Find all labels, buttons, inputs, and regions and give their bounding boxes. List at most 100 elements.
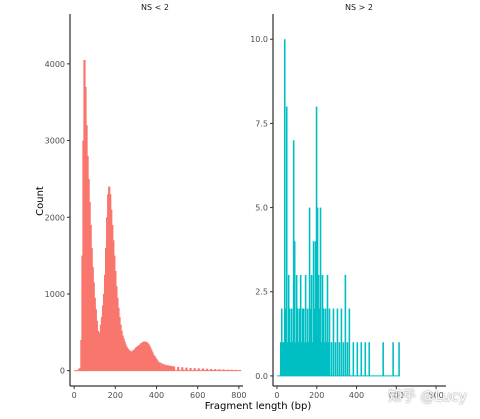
bar-0-97 (222, 369, 225, 371)
bar-1-13 (292, 140, 295, 376)
bar-1-0 (279, 342, 282, 376)
bar-1-18 (297, 342, 300, 376)
bar-0-94 (210, 368, 213, 371)
x-tick-label-1-2: 400 (349, 391, 364, 400)
bar-1-9 (288, 308, 291, 376)
bar-1-10 (289, 342, 292, 376)
bar-0-86 (177, 366, 180, 371)
bar-0-93 (205, 368, 209, 371)
y-tick-label-1-2: 5.0 (255, 204, 268, 213)
bar-1-52 (334, 342, 337, 376)
bar-0-87 (181, 367, 184, 371)
bar-1-50 (330, 342, 333, 376)
bar-0-85 (172, 366, 176, 371)
y-tick-label-1-3: 7.5 (255, 119, 268, 128)
bar-1-16 (295, 274, 298, 376)
bar-1-46 (325, 342, 328, 376)
bar-1-44 (323, 342, 326, 376)
bar-0-79 (160, 363, 163, 371)
bar-1-53 (336, 308, 339, 376)
bar-1-29 (308, 207, 311, 376)
bar-1-3 (282, 342, 285, 376)
x-tick-label-1-1: 200 (309, 391, 324, 400)
bar-1-55 (340, 308, 343, 376)
bar-1-32 (311, 342, 314, 376)
bar-1-47 (326, 274, 329, 376)
bar-1-49 (328, 308, 331, 376)
bar-1-51 (332, 308, 335, 376)
bar-1-60 (352, 342, 355, 376)
bar-1-42 (321, 274, 324, 376)
y-tick-label-0-0: 0 (60, 367, 65, 376)
bar-1-12 (291, 342, 294, 376)
strip-label-ns-lt-2: NS < 2 (141, 3, 169, 12)
bar-1-15 (294, 342, 297, 376)
bar-1-7 (286, 342, 289, 376)
bar-1-14 (293, 241, 296, 376)
bar-0-88 (185, 367, 188, 371)
x-tick-label-0-2: 400 (149, 391, 164, 400)
bar-1-23 (302, 308, 305, 376)
bar-0-2 (78, 368, 81, 371)
y-axis-title: Count (35, 186, 46, 216)
y-tick-label-0-4: 4000 (45, 60, 65, 69)
bar-1-38 (317, 274, 320, 376)
x-axis-title: Fragment length (bp) (205, 401, 312, 412)
strip-label-ns-gt-2: NS > 2 (345, 3, 373, 12)
bar-0-89 (189, 367, 192, 371)
bar-0-84 (170, 366, 174, 371)
bar-0-80 (162, 364, 165, 371)
x-tick-label-1-0: 0 (274, 391, 279, 400)
bar-1-37 (316, 207, 319, 376)
bar-0-92 (201, 368, 205, 371)
bar-1-33 (312, 241, 315, 376)
bar-1-27 (306, 308, 309, 376)
panel-ns-gt-2: 0.0 2.5 5.0 7.5 10.0 0 200 400 600 800 (250, 14, 446, 400)
bar-0-95 (214, 369, 217, 371)
bar-0-90 (193, 368, 196, 371)
bar-1-6 (285, 106, 288, 376)
bar-0-77 (156, 360, 159, 371)
y-tick-label-0-2: 2000 (45, 213, 65, 222)
bar-1-26 (305, 342, 308, 376)
panel-ns-lt-2: 0 1000 2000 3000 4000 0 200 400 600 800 (45, 14, 247, 400)
bar-1-19 (298, 308, 301, 376)
bar-0-83 (168, 365, 172, 371)
bar-1-2 (281, 342, 284, 376)
bar-1-39 (318, 308, 321, 376)
bar-1-61 (356, 342, 359, 376)
bar-0-82 (166, 365, 169, 371)
bar-1-58 (346, 342, 349, 376)
bar-1-40 (319, 207, 322, 376)
bar-1-5 (284, 308, 287, 376)
bar-1-64 (368, 342, 371, 376)
bar-1-22 (301, 308, 304, 376)
bar-1-43 (322, 308, 325, 376)
bar-1-66 (392, 342, 394, 376)
x-tick-label-0-0: 0 (72, 391, 77, 400)
bar-1-8 (287, 274, 290, 376)
bar-1-1 (280, 308, 283, 376)
bar-1-28 (307, 342, 310, 376)
bar-1-65 (382, 342, 384, 376)
bar-1-34 (313, 308, 316, 376)
bar-1-36 (315, 106, 318, 376)
x-tick-label-0-3: 600 (190, 391, 205, 400)
bar-1-48 (327, 342, 330, 376)
bar-1-56 (342, 342, 345, 376)
x-tick-label-0-1: 200 (108, 391, 123, 400)
bar-0-98 (226, 369, 229, 371)
bar-1-59 (348, 308, 351, 376)
bar-1-31 (310, 274, 313, 376)
bar-1-20 (299, 274, 302, 376)
x-tick-label-1-4: 800 (428, 391, 443, 400)
y-tick-label-0-3: 3000 (45, 137, 65, 146)
y-tick-label-1-1: 2.5 (255, 288, 268, 297)
y-tick-label-1-0: 0.0 (255, 372, 268, 381)
watermark-text: 知乎 @Lucy (388, 389, 467, 405)
bar-1-63 (364, 342, 367, 376)
bar-1-62 (360, 342, 363, 376)
bar-1-57 (344, 274, 347, 376)
bar-0-78 (158, 362, 161, 371)
